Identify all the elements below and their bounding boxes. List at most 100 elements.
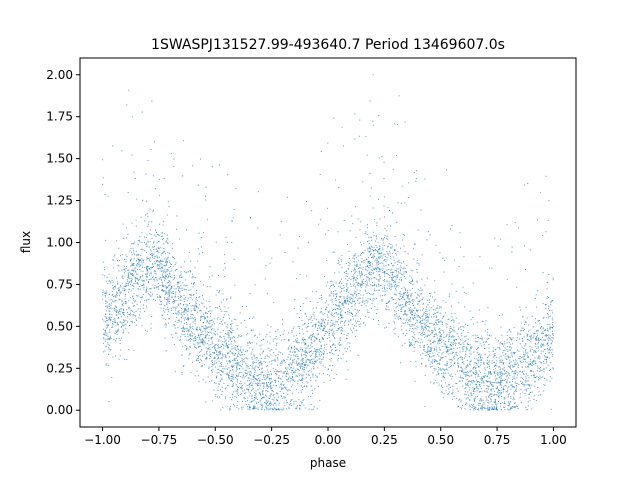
data-point bbox=[284, 405, 286, 407]
data-point bbox=[305, 327, 307, 329]
data-point bbox=[370, 307, 372, 309]
data-point bbox=[506, 382, 508, 384]
data-point bbox=[393, 264, 395, 266]
data-point bbox=[291, 363, 293, 365]
data-point bbox=[139, 269, 141, 271]
data-point bbox=[115, 309, 117, 311]
data-point bbox=[456, 347, 458, 349]
data-point bbox=[114, 319, 116, 321]
data-point bbox=[178, 319, 180, 321]
data-point bbox=[165, 299, 167, 301]
data-point bbox=[306, 386, 308, 388]
data-point bbox=[512, 398, 514, 400]
data-point bbox=[311, 319, 313, 321]
data-point bbox=[222, 293, 224, 295]
data-point bbox=[396, 315, 398, 317]
data-point bbox=[326, 306, 328, 308]
data-point bbox=[151, 276, 153, 278]
data-point bbox=[345, 275, 347, 277]
data-point bbox=[310, 342, 312, 344]
data-point bbox=[529, 387, 531, 389]
data-point bbox=[539, 378, 541, 380]
data-point bbox=[400, 311, 402, 313]
data-point bbox=[366, 281, 368, 283]
data-point bbox=[268, 382, 270, 384]
data-point bbox=[447, 349, 449, 351]
data-point bbox=[400, 304, 402, 306]
data-point bbox=[495, 382, 497, 384]
data-point bbox=[307, 359, 309, 361]
data-point bbox=[193, 276, 195, 278]
data-point bbox=[409, 344, 411, 346]
data-point bbox=[377, 289, 379, 291]
data-point bbox=[548, 369, 550, 371]
data-point bbox=[393, 299, 395, 301]
data-point bbox=[356, 275, 358, 277]
data-point bbox=[293, 349, 295, 351]
data-point bbox=[157, 288, 159, 290]
data-point bbox=[309, 370, 311, 372]
data-point bbox=[332, 309, 334, 311]
data-point bbox=[405, 288, 407, 290]
data-point bbox=[199, 342, 201, 344]
data-point bbox=[443, 336, 445, 338]
data-point bbox=[329, 379, 331, 381]
data-point bbox=[512, 370, 514, 372]
data-point bbox=[516, 405, 518, 407]
data-point bbox=[477, 360, 479, 362]
data-point bbox=[197, 184, 199, 186]
data-point bbox=[216, 350, 218, 352]
data-point bbox=[391, 279, 393, 281]
data-point bbox=[215, 395, 217, 397]
data-point bbox=[356, 312, 358, 314]
data-point bbox=[472, 386, 474, 388]
data-point bbox=[356, 261, 358, 263]
data-point bbox=[134, 270, 136, 272]
data-point bbox=[476, 341, 478, 343]
data-point bbox=[243, 377, 245, 379]
data-point bbox=[158, 262, 160, 264]
data-point bbox=[117, 264, 119, 266]
data-point bbox=[300, 401, 302, 403]
data-point bbox=[374, 267, 376, 269]
data-point bbox=[441, 369, 443, 371]
data-point bbox=[364, 324, 366, 326]
data-point bbox=[105, 292, 107, 294]
data-point bbox=[320, 347, 322, 349]
data-point bbox=[524, 392, 526, 394]
data-point bbox=[505, 372, 507, 374]
data-point bbox=[460, 366, 462, 368]
data-point bbox=[270, 383, 272, 385]
data-point bbox=[365, 269, 367, 271]
data-point bbox=[128, 348, 130, 350]
data-point bbox=[448, 346, 450, 348]
data-point bbox=[495, 407, 497, 409]
data-point bbox=[143, 236, 145, 238]
data-point bbox=[356, 278, 358, 280]
data-point bbox=[353, 272, 355, 274]
data-point bbox=[270, 373, 272, 375]
data-point bbox=[242, 349, 244, 351]
data-point bbox=[429, 234, 431, 236]
data-point bbox=[429, 363, 431, 365]
data-point bbox=[440, 341, 442, 343]
data-point bbox=[142, 261, 144, 263]
data-point bbox=[325, 308, 327, 310]
data-point bbox=[399, 272, 401, 274]
data-point bbox=[504, 409, 506, 410]
data-point bbox=[262, 350, 264, 352]
data-point bbox=[203, 306, 205, 308]
data-point bbox=[266, 402, 268, 404]
data-point bbox=[417, 303, 419, 305]
data-point bbox=[444, 369, 446, 371]
data-point bbox=[111, 302, 113, 304]
data-point bbox=[548, 200, 550, 202]
data-point bbox=[254, 394, 256, 396]
data-point bbox=[397, 251, 399, 253]
data-point bbox=[164, 261, 166, 263]
data-point bbox=[306, 330, 308, 332]
data-point bbox=[259, 377, 261, 379]
data-point bbox=[458, 327, 460, 329]
data-point bbox=[268, 378, 270, 380]
data-point bbox=[194, 316, 196, 318]
